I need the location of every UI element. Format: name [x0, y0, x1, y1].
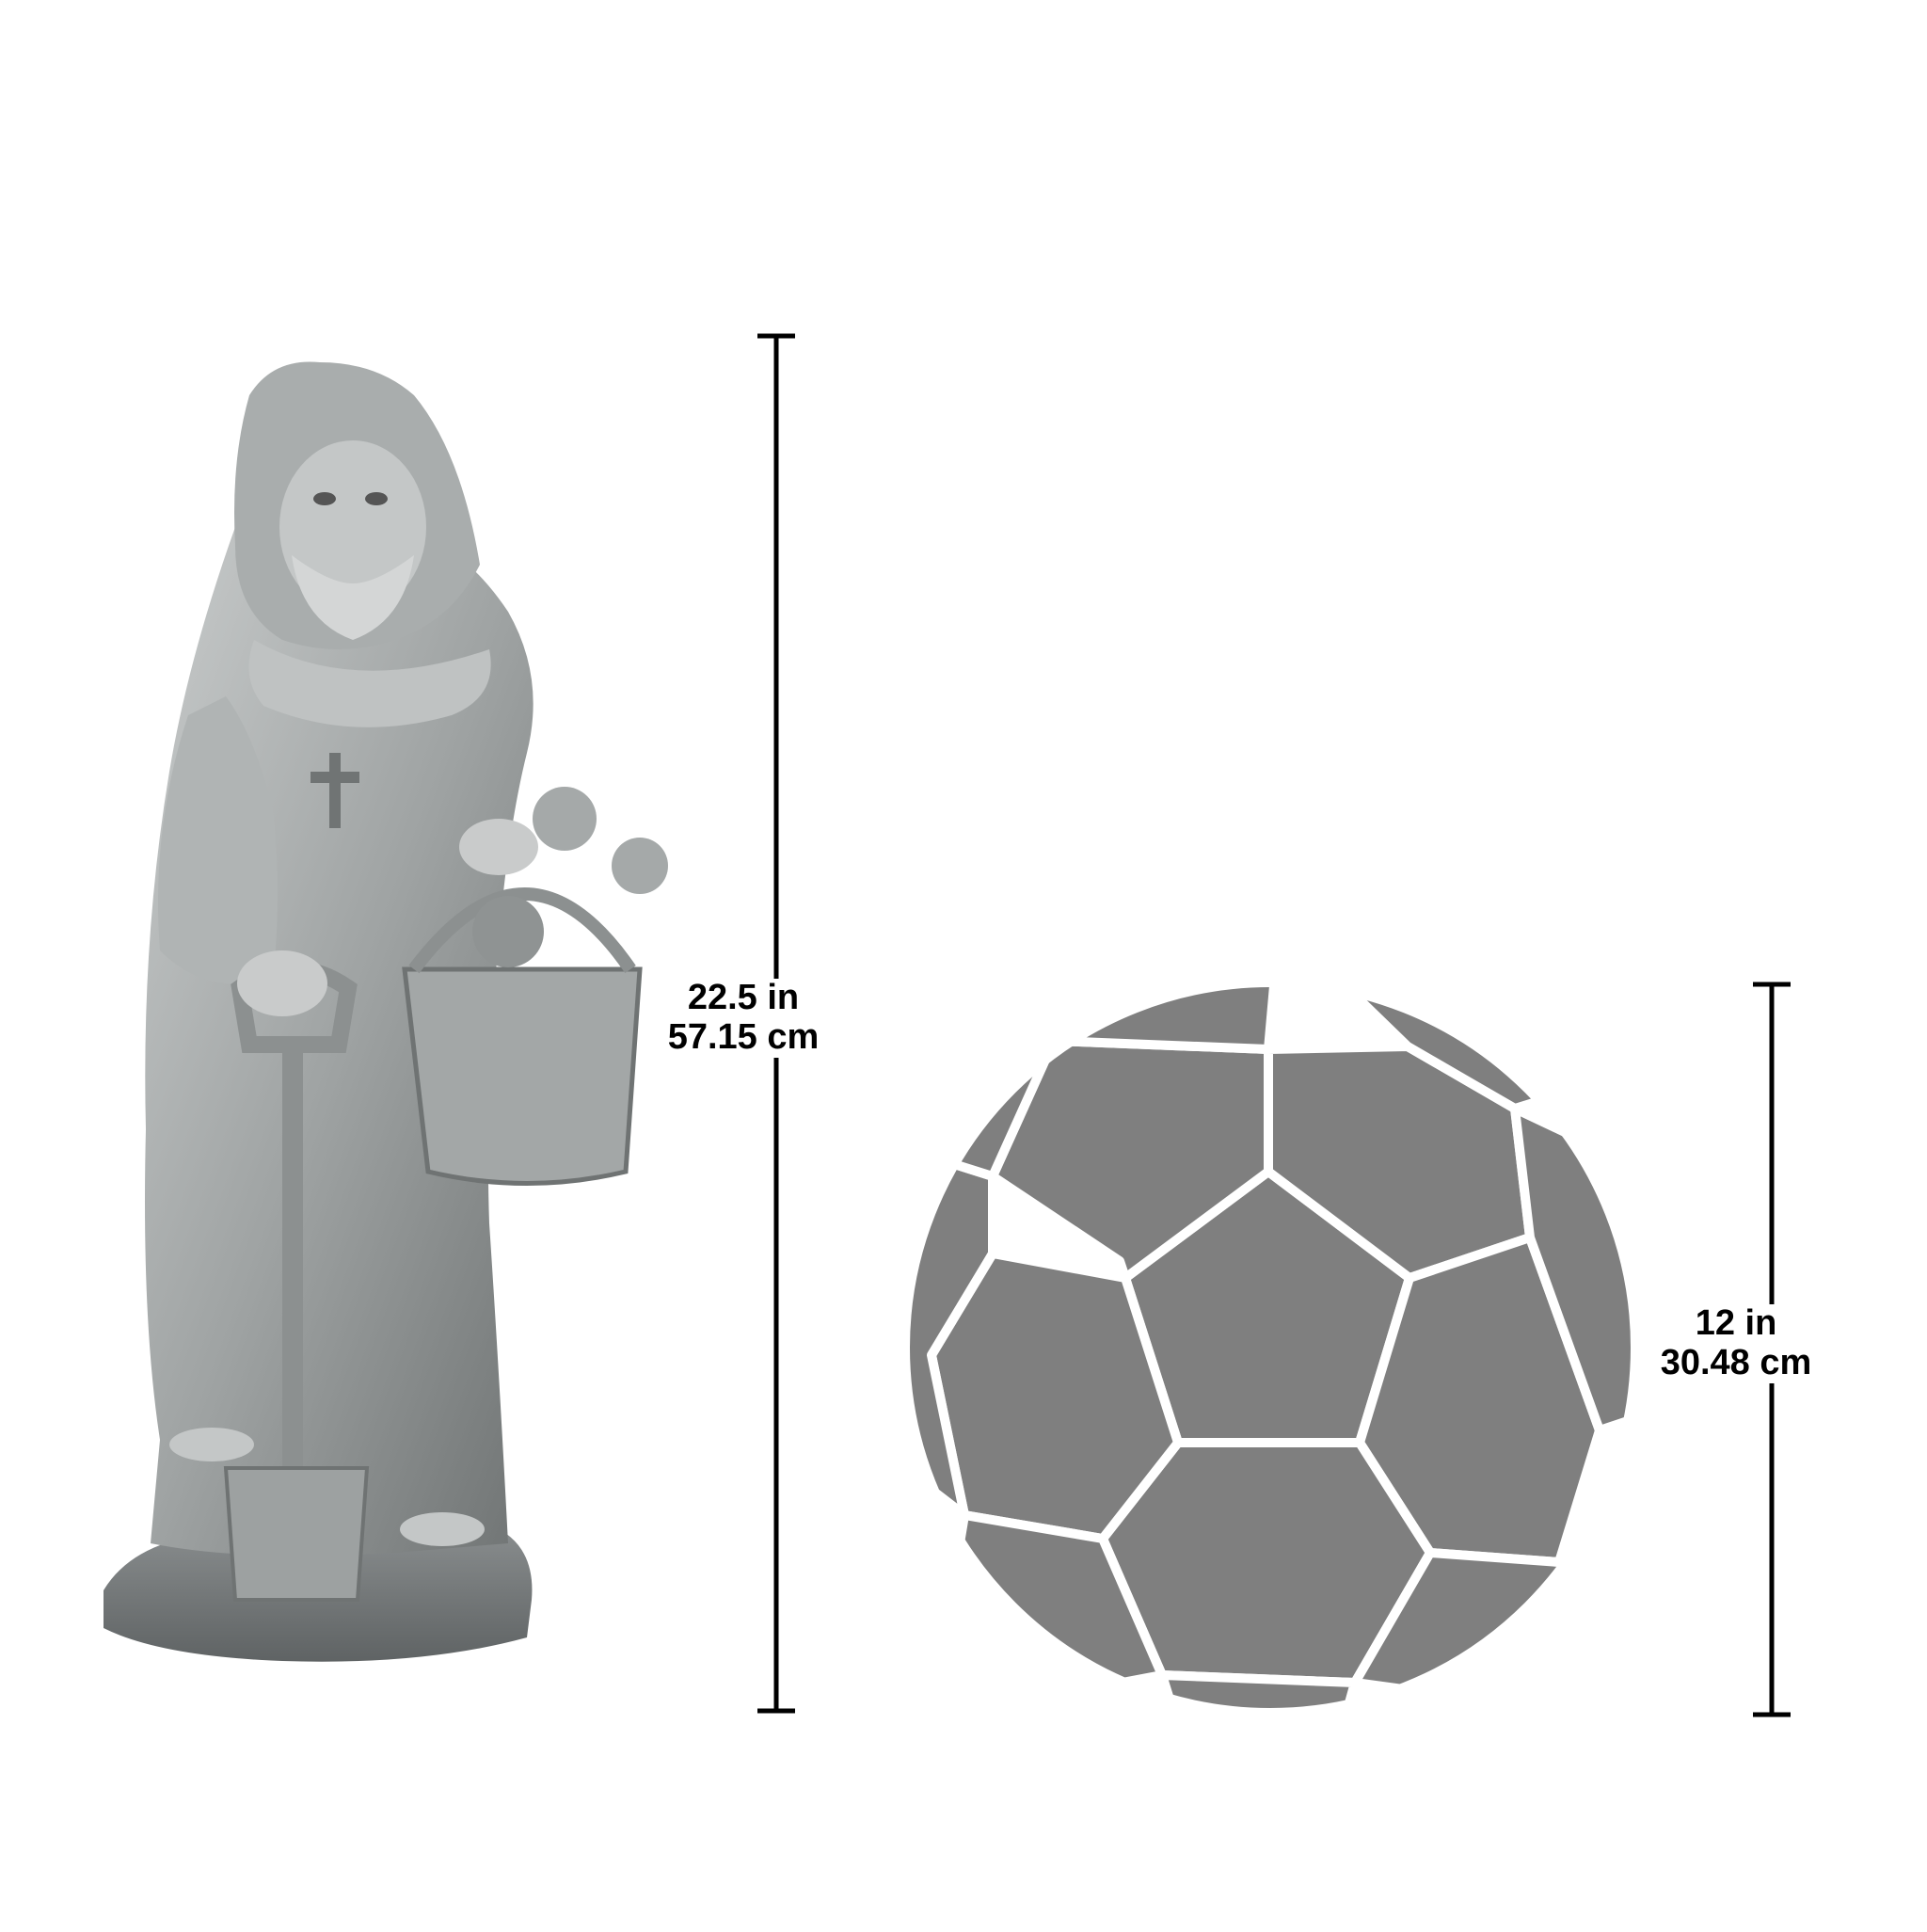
ball-height-metric: 30.48 cm — [1660, 1342, 1812, 1382]
monk-statue-image — [104, 361, 668, 1662]
statue-height-metric: 57.15 cm — [667, 1016, 820, 1057]
ball-height-label: 12 in 30.48 cm — [1632, 1303, 1839, 1383]
statue-height-imperial: 22.5 in — [687, 978, 800, 1017]
soccer-ball-icon — [902, 980, 1638, 1716]
statue-height-label: 22.5 in 57.15 cm — [649, 978, 837, 1058]
ball-height-imperial: 12 in — [1695, 1303, 1777, 1343]
